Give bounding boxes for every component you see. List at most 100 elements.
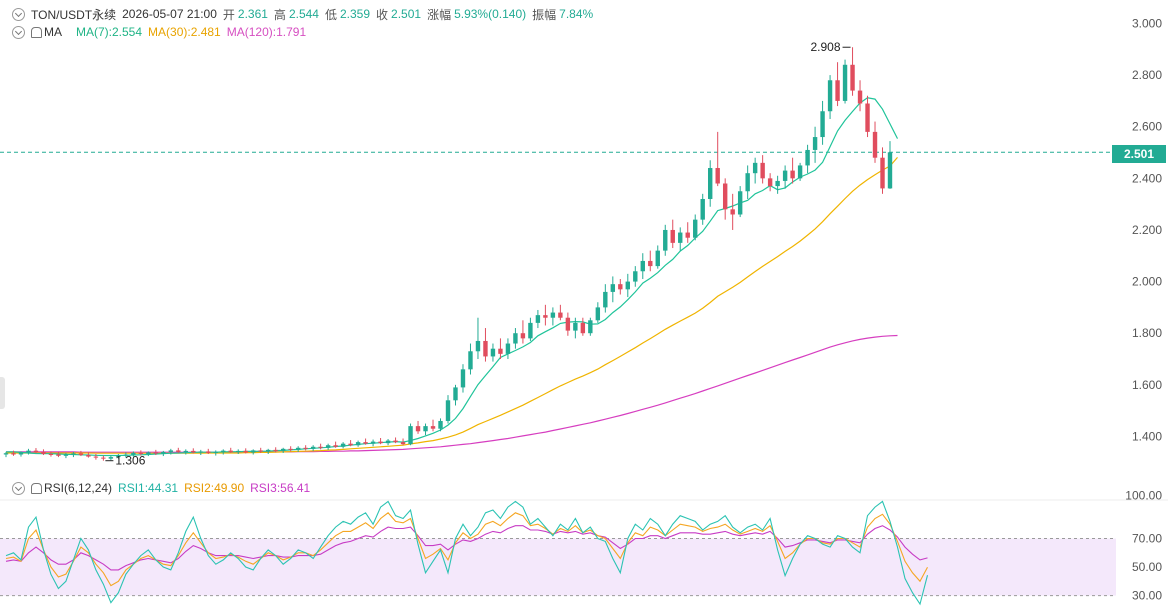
panel-edge-handle[interactable] [0,377,5,409]
candle-body [273,449,278,451]
candle-body [715,168,720,184]
candle-body [123,454,129,456]
candle [86,452,91,458]
candle-body [191,450,196,453]
candle-body [820,111,825,138]
candle [423,423,428,436]
candle-body [71,453,76,455]
candle [340,442,346,449]
candle [812,126,818,163]
candle [116,453,121,459]
candle [56,451,61,458]
candle [176,447,181,453]
amplitude-value: 7.84% [559,7,594,21]
last-price-tag: 2.501 [1112,145,1166,163]
rsi-alert-bell-icon[interactable] [31,482,42,494]
candle-body [887,152,893,189]
candle [161,450,166,457]
candle [206,448,211,454]
candle-body [93,456,99,458]
candle-body [228,450,233,452]
close-label: 收 [376,7,389,22]
ma-label[interactable]: MA [44,25,62,39]
candle [63,452,69,459]
candle [550,307,556,326]
rsi-label[interactable]: RSI(6,12,24) [44,481,113,495]
candle-body [41,451,46,454]
candle-body [558,312,563,318]
ma7-line [6,97,899,457]
candle-body [700,198,705,220]
candle-body [782,170,788,181]
candle [468,343,473,375]
candle [453,384,458,406]
candle [603,284,608,313]
candle-body [603,291,608,308]
candle [295,446,301,452]
candle [685,222,690,243]
candle-body [138,452,144,454]
ma-chevron-icon[interactable] [12,25,25,39]
symbol-label: TON/USDT永续 [31,7,117,22]
candle [363,438,368,445]
candle [730,193,735,230]
candle [213,450,218,456]
candle-body [760,162,765,179]
candle [153,449,159,456]
candle-body [835,80,840,101]
candle-body [370,441,376,444]
rsi-chevron-icon[interactable] [12,481,25,495]
candle [370,439,376,447]
ohlc-header: TON/USDT永续 2026-05-07 21:00 开 2.361 高 2.54… [0,5,599,23]
candle [93,453,99,460]
rsi2-legend: RSI2:49.90 [184,481,245,495]
candle-body [400,442,406,445]
candle-body [857,90,863,104]
candle [708,160,713,207]
candle [273,447,278,453]
low-value: 2.359 [339,7,371,21]
candle [355,440,361,447]
rsi3-legend: RSI3:56.41 [250,481,311,495]
candle-body [805,149,810,166]
candle-body [266,449,271,452]
candle-body [483,340,488,357]
candle-body [460,369,466,388]
candle-body [280,448,286,451]
candle [288,446,293,452]
candle [505,338,511,360]
candle-body [872,131,878,158]
candle-body [610,284,616,292]
candle [595,302,601,323]
candle-body [363,442,368,444]
candle-body [775,180,780,187]
candle-body [543,315,548,318]
candle-body [258,450,263,452]
rsi-band [0,538,1116,596]
candle-body [86,455,91,457]
candle-body [116,455,121,458]
candle [385,439,391,446]
candle-body [490,348,496,357]
candle [123,452,129,458]
candle [438,418,443,432]
alert-bell-icon[interactable] [31,26,42,38]
candle-body [580,322,586,334]
close-value: 2.501 [391,7,422,21]
high-value: 2.544 [288,7,319,21]
candle [236,449,241,454]
candle-body [340,443,346,447]
collapse-chevron-icon[interactable] [12,7,25,21]
candle [513,328,518,349]
candle-body [101,457,106,459]
rsi-series-1 [5,500,929,606]
candle [310,445,316,451]
candle-body [565,317,571,331]
candle [767,173,773,192]
candle [378,437,383,445]
candle-body [453,387,458,401]
candle [633,266,638,287]
price-tick-label: 2.200 [1132,223,1162,237]
candle [700,193,705,225]
